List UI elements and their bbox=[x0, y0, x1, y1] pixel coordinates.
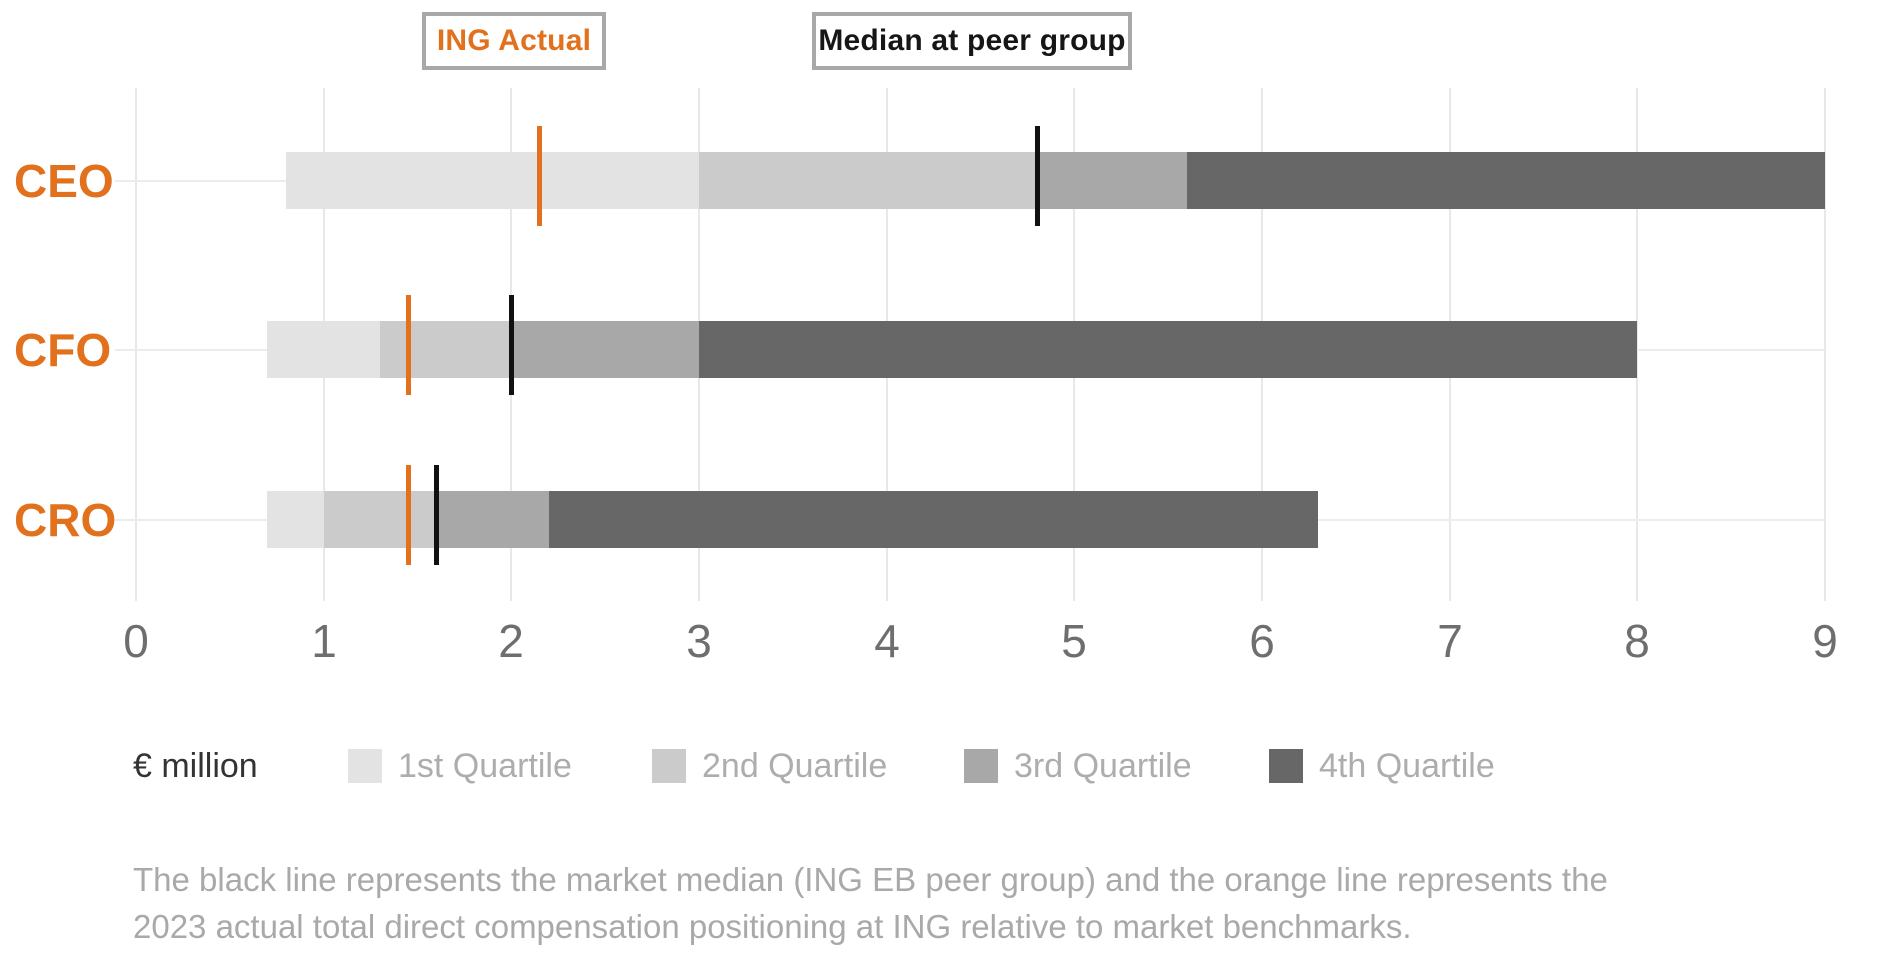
legend-swatch-q3 bbox=[964, 749, 998, 783]
bar-segment-q1 bbox=[286, 152, 699, 209]
median-marker bbox=[434, 465, 439, 565]
vertical-gridline bbox=[1824, 88, 1826, 601]
bar-segment-q1 bbox=[267, 491, 324, 548]
ing-actual-marker bbox=[406, 295, 411, 395]
legend-label: 4th Quartile bbox=[1319, 746, 1495, 785]
legend-label: 3rd Quartile bbox=[1014, 746, 1192, 785]
x-axis-tick-label: 8 bbox=[1624, 615, 1650, 667]
x-axis-tick-label: 1 bbox=[311, 615, 337, 667]
x-axis-tick-label: 3 bbox=[686, 615, 712, 667]
x-axis-tick-label: 5 bbox=[1061, 615, 1087, 667]
legend-swatch-q4 bbox=[1269, 749, 1303, 783]
footnote-line: The black line represents the market med… bbox=[133, 861, 1608, 898]
x-axis-tick-label: 9 bbox=[1812, 615, 1838, 667]
vertical-gridline bbox=[1636, 88, 1638, 601]
category-label: CFO bbox=[14, 324, 112, 376]
plot-area: 0 1 2 3 4 5 6 7 8 9 CEO CFO CRO bbox=[14, 88, 1838, 667]
bar-segment-q2 bbox=[324, 491, 436, 548]
bar-segment-q4 bbox=[549, 491, 1318, 548]
quartile-legend: € million 1st Quartile 2nd Quartile 3rd Qu… bbox=[0, 746, 1882, 790]
vertical-gridline bbox=[135, 88, 137, 601]
bar-segment-q3 bbox=[1037, 152, 1187, 209]
x-axis-tick-label: 7 bbox=[1437, 615, 1463, 667]
legend-swatch-q2 bbox=[652, 749, 686, 783]
x-axis-tick-label: 6 bbox=[1249, 615, 1275, 667]
legend-item-quartile-3: 3rd Quartile bbox=[964, 746, 1192, 786]
category-label: CRO bbox=[14, 494, 117, 546]
legend-item-quartile-1: 1st Quartile bbox=[348, 746, 572, 786]
median-marker bbox=[509, 295, 514, 395]
bar-segment-q4 bbox=[1187, 152, 1825, 209]
bar-segment-q2 bbox=[380, 321, 511, 378]
legend-label: 1st Quartile bbox=[398, 746, 572, 785]
legend-item-quartile-2: 2nd Quartile bbox=[652, 746, 887, 786]
x-axis-tick-label: 0 bbox=[123, 615, 149, 667]
unit-label: € million bbox=[133, 747, 258, 785]
bar-segment-q1 bbox=[267, 321, 380, 378]
legend-ing-actual-box: ING Actual bbox=[422, 12, 606, 70]
ing-actual-marker bbox=[406, 465, 411, 565]
bar-segment-q3 bbox=[511, 321, 699, 378]
legend-item-quartile-4: 4th Quartile bbox=[1269, 746, 1495, 786]
legend-median-peer-group-box: Median at peer group bbox=[812, 12, 1132, 70]
category-label: CEO bbox=[14, 155, 114, 207]
bar-segment-q3 bbox=[436, 491, 549, 548]
legend-swatch-q1 bbox=[348, 749, 382, 783]
footnote: The black line represents the market med… bbox=[133, 856, 1608, 950]
x-axis-tick-label: 2 bbox=[498, 615, 524, 667]
legend-label: 2nd Quartile bbox=[702, 746, 888, 785]
median-marker bbox=[1035, 126, 1040, 226]
x-axis-tick-label: 4 bbox=[874, 615, 900, 667]
footnote-line: 2023 actual total direct compensation po… bbox=[133, 908, 1412, 945]
bar-segment-q4 bbox=[699, 321, 1637, 378]
bar-segment-q2 bbox=[699, 152, 1037, 209]
ing-actual-marker bbox=[537, 126, 542, 226]
